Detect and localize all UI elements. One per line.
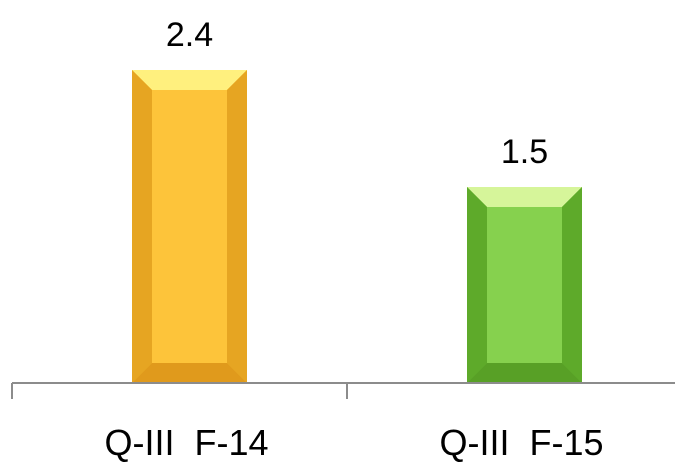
bar-bottom-bevel-1 — [467, 363, 582, 383]
category-label-1: Q-III F-15 — [439, 422, 603, 463]
bar-face-1 — [487, 207, 562, 363]
bar-right-bevel-0 — [227, 70, 247, 383]
bar-bottom-bevel-0 — [132, 363, 247, 383]
category-label-0: Q-III F-14 — [104, 422, 268, 463]
bar-face-0 — [152, 90, 227, 363]
bar-top-bevel-1 — [467, 187, 582, 207]
bar-right-bevel-1 — [562, 187, 582, 383]
data-label-0: 2.4 — [166, 16, 213, 54]
data-label-1: 1.5 — [501, 133, 548, 171]
bar-left-bevel-1 — [467, 187, 487, 383]
bar-left-bevel-0 — [132, 70, 152, 383]
bar-top-bevel-0 — [132, 70, 247, 90]
